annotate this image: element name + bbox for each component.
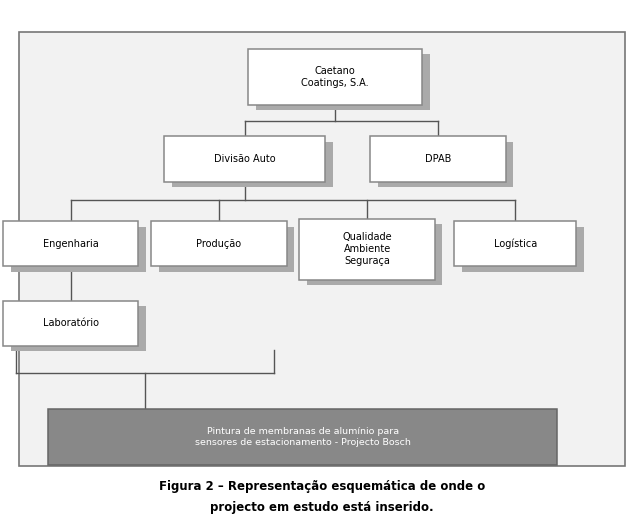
Text: Engenharia: Engenharia — [43, 239, 99, 249]
FancyBboxPatch shape — [159, 227, 294, 271]
FancyBboxPatch shape — [11, 306, 146, 351]
Text: Produção: Produção — [196, 239, 242, 249]
Text: Divisão Auto: Divisão Auto — [214, 154, 276, 164]
Text: projecto em estudo está inserido.: projecto em estudo está inserido. — [210, 501, 434, 514]
Bar — [19, 32, 625, 466]
Text: Qualidade
Ambiente
Seguraça: Qualidade Ambiente Seguraça — [342, 232, 392, 267]
FancyBboxPatch shape — [370, 137, 506, 181]
Text: Figura 2 – Representação esquemática de onde o: Figura 2 – Representação esquemática de … — [159, 480, 485, 493]
Text: Caetano
Coatings, S.A.: Caetano Coatings, S.A. — [301, 66, 369, 88]
FancyBboxPatch shape — [462, 227, 584, 271]
FancyBboxPatch shape — [11, 227, 146, 271]
FancyBboxPatch shape — [172, 142, 333, 187]
Text: Laboratório: Laboratório — [43, 319, 99, 328]
FancyBboxPatch shape — [48, 409, 557, 465]
FancyBboxPatch shape — [248, 49, 422, 105]
FancyBboxPatch shape — [378, 142, 513, 187]
FancyBboxPatch shape — [3, 222, 138, 266]
FancyBboxPatch shape — [307, 224, 442, 285]
FancyBboxPatch shape — [256, 55, 430, 110]
FancyBboxPatch shape — [454, 222, 576, 266]
Text: Logística: Logística — [493, 238, 537, 249]
Text: Pintura de membranas de alumínio para
sensores de estacionamento - Projecto Bosc: Pintura de membranas de alumínio para se… — [194, 427, 411, 447]
FancyBboxPatch shape — [299, 218, 435, 280]
FancyBboxPatch shape — [3, 301, 138, 346]
Text: DPAB: DPAB — [425, 154, 451, 164]
FancyBboxPatch shape — [151, 222, 287, 266]
FancyBboxPatch shape — [164, 137, 325, 181]
